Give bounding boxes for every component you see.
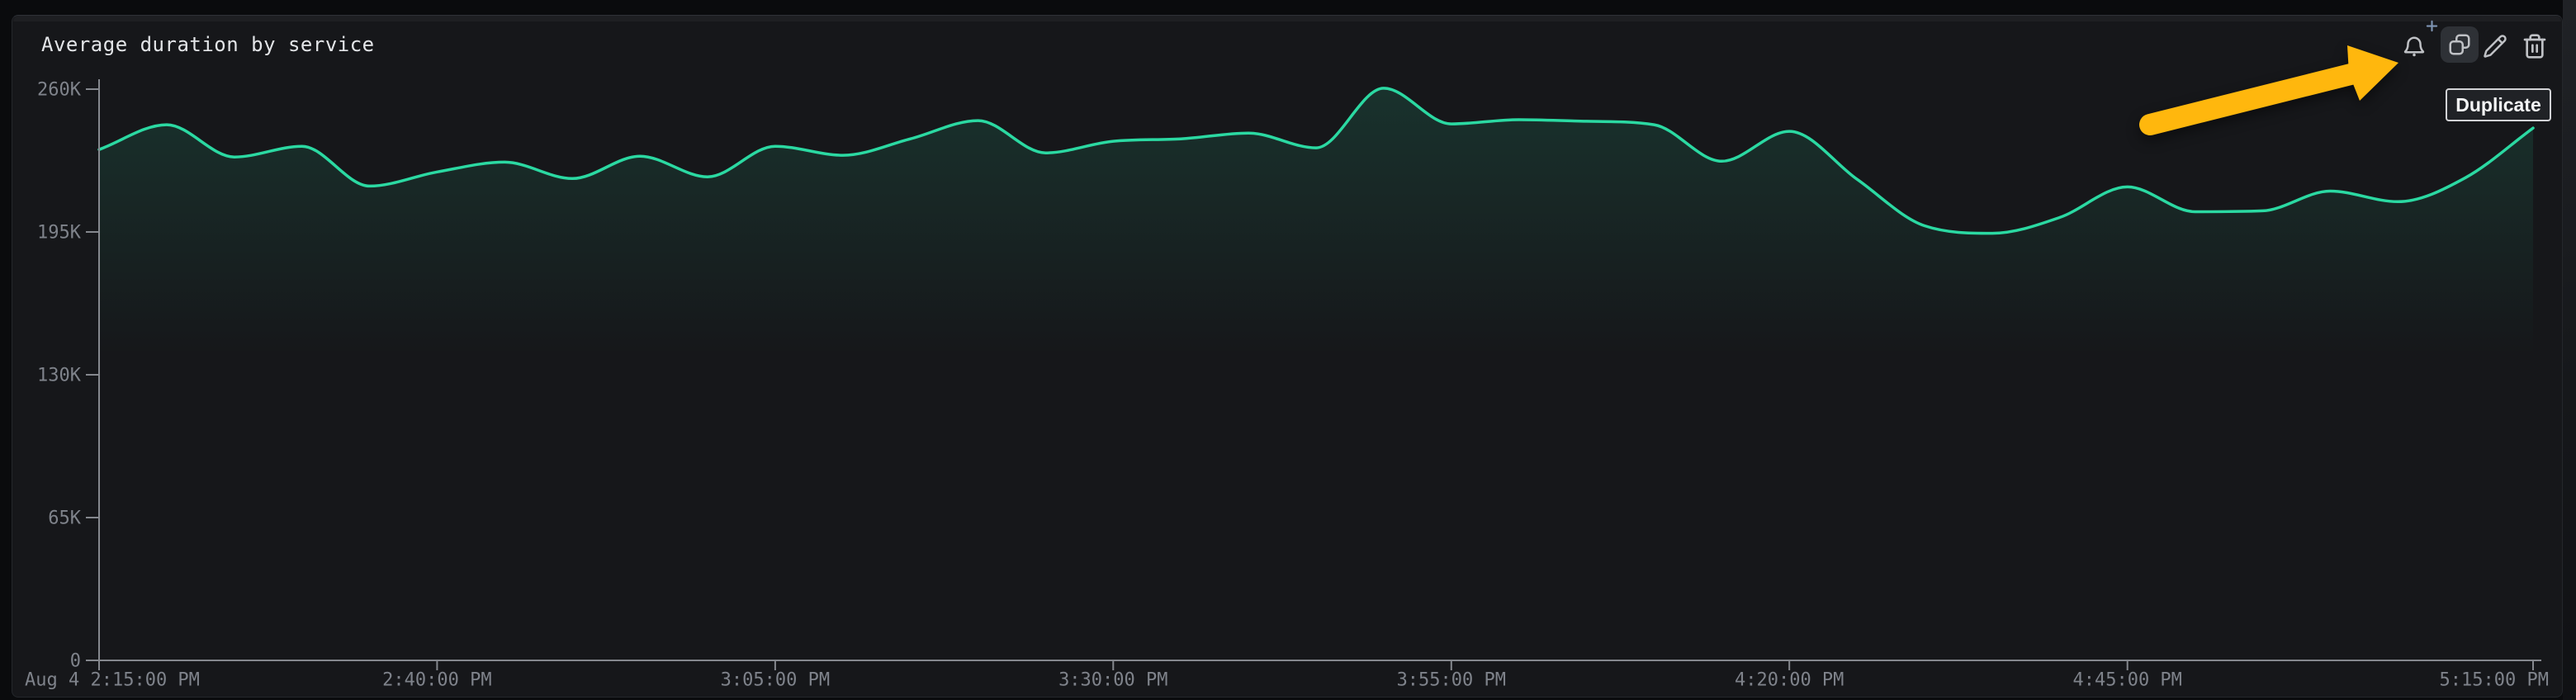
x-tick-label: 3:05:00 PM bbox=[721, 670, 830, 691]
bell-icon bbox=[2403, 36, 2425, 57]
y-tick-label: 0 bbox=[70, 651, 81, 672]
trash-icon bbox=[2523, 34, 2546, 59]
x-tick-label: 4:45:00 PM bbox=[2072, 670, 2181, 691]
y-tick-label: 260K bbox=[37, 80, 82, 101]
x-tick-label: 3:55:00 PM bbox=[1397, 670, 1506, 691]
pencil-icon bbox=[2484, 35, 2507, 58]
panel-title: Average duration by service bbox=[41, 33, 375, 56]
x-tick-label: 4:20:00 PM bbox=[1735, 670, 1844, 691]
duplicate-button[interactable] bbox=[2441, 26, 2479, 63]
x-tick-label: Aug 4 2:15:00 PM bbox=[25, 670, 200, 691]
edit-button[interactable] bbox=[2477, 28, 2513, 64]
y-tick-label: 65K bbox=[48, 508, 81, 529]
page-right-gutter bbox=[2563, 0, 2576, 700]
plus-icon bbox=[2425, 19, 2439, 33]
x-tick-label: 2:40:00 PM bbox=[382, 670, 491, 691]
create-alert-button[interactable] bbox=[2394, 20, 2438, 66]
chart-area-fill bbox=[99, 88, 2533, 660]
y-tick-label: 130K bbox=[37, 366, 82, 386]
duplicate-tooltip: Duplicate bbox=[2446, 88, 2551, 121]
delete-button[interactable] bbox=[2517, 27, 2553, 65]
y-tick-label: 195K bbox=[37, 223, 82, 244]
x-tick-label: 3:30:00 PM bbox=[1058, 670, 1167, 691]
x-tick-label: 5:15:00 PM bbox=[2440, 670, 2549, 691]
duplicate-icon bbox=[2449, 34, 2470, 55]
chart-line-avg-duration bbox=[97, 87, 2535, 235]
